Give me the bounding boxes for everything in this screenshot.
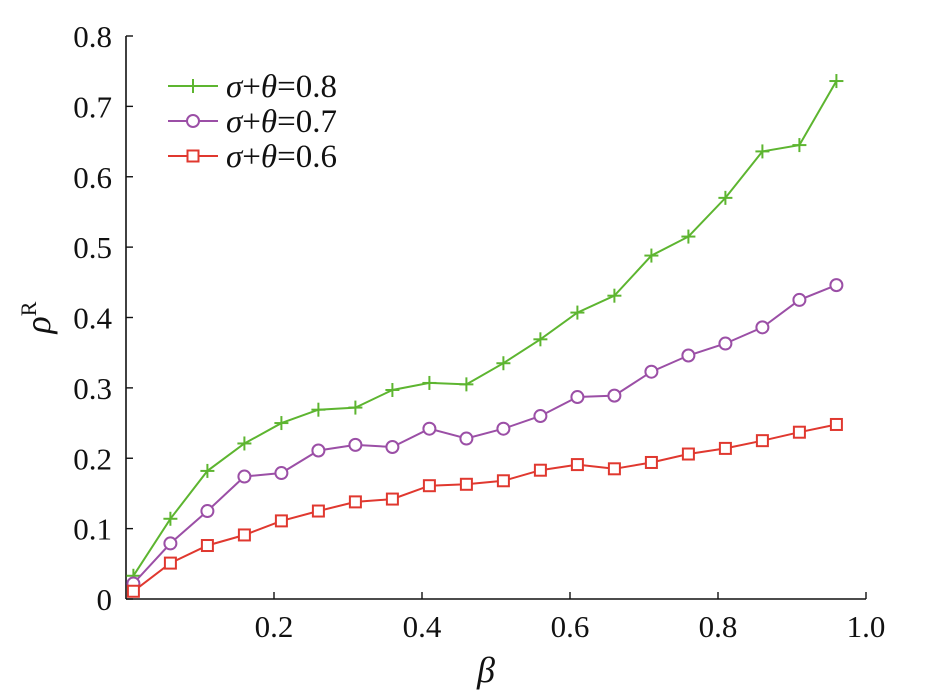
data-point-plus — [348, 400, 363, 415]
data-point-plus — [274, 416, 289, 431]
series-3 — [126, 417, 843, 598]
data-point-circle — [570, 390, 585, 405]
x-tick-label: 0.8 — [699, 609, 738, 644]
series-2 — [126, 278, 844, 591]
data-point-circle — [718, 336, 733, 351]
series-layer — [126, 74, 844, 598]
data-point-square — [311, 504, 325, 518]
x-tick-label: 0.4 — [403, 609, 442, 644]
y-tick-label: 0.3 — [73, 371, 112, 406]
data-point-plus — [385, 382, 400, 397]
axes: 0 0.1 0.2 0.3 0.4 0.5 0.6 0.7 0.8 0.2 0.4 0.6 0.8 1.0 — [73, 19, 885, 644]
data-point-plus — [644, 248, 659, 263]
legend: σ+θ=0.8σ+θ=0.7σ+θ=0.6 — [168, 69, 337, 175]
legend-label: σ+θ=0.7 — [226, 104, 337, 140]
data-point-square — [829, 417, 843, 431]
data-point-plus — [186, 79, 200, 93]
data-point-circle — [163, 536, 178, 551]
data-point-circle — [681, 348, 696, 363]
y-axis-title: ρR — [16, 301, 58, 334]
x-tick-label: 0.2 — [255, 609, 294, 644]
series-line — [132, 80, 838, 577]
data-point-circle — [422, 421, 437, 436]
data-point-plus — [533, 332, 548, 347]
data-point-plus — [718, 190, 733, 205]
series-1 — [126, 74, 844, 583]
data-point-plus — [755, 144, 770, 159]
data-point-circle — [186, 114, 200, 128]
data-point-square — [607, 462, 621, 476]
data-point-square — [237, 528, 251, 542]
x-axis-title: β — [476, 650, 495, 690]
data-point-plus — [681, 229, 696, 244]
y-tick-label: 0.7 — [73, 89, 112, 124]
data-point-circle — [755, 320, 770, 335]
y-tick-label: 0 — [97, 582, 113, 617]
y-tick-label: 0.6 — [73, 160, 112, 195]
data-point-plus — [200, 463, 215, 478]
data-point-square — [496, 474, 510, 488]
data-point-circle — [607, 388, 622, 403]
data-point-square — [459, 477, 473, 491]
data-point-square — [385, 492, 399, 506]
data-point-plus — [459, 377, 474, 392]
data-point-square — [126, 584, 140, 598]
data-point-square — [422, 479, 436, 493]
legend-item: σ+θ=0.6 — [168, 139, 337, 175]
data-point-circle — [533, 409, 548, 424]
data-point-square — [274, 514, 288, 528]
y-axis-title-superscript: R — [16, 301, 41, 316]
y-tick-label: 0.1 — [73, 512, 112, 547]
y-tick-label: 0.8 — [73, 19, 112, 54]
data-point-square — [681, 447, 695, 461]
data-point-plus — [829, 74, 844, 89]
legend-item: σ+θ=0.8 — [168, 69, 337, 105]
y-tick-label: 0.4 — [73, 301, 112, 336]
data-point-square — [163, 556, 177, 570]
data-point-circle — [200, 504, 215, 519]
data-point-square — [186, 149, 200, 163]
data-point-plus — [607, 288, 622, 303]
data-point-circle — [311, 443, 326, 458]
y-tick-label: 0.5 — [73, 230, 112, 265]
data-point-square — [755, 434, 769, 448]
legend-item: σ+θ=0.7 — [168, 104, 337, 140]
data-point-square — [200, 539, 214, 553]
data-point-circle — [496, 421, 511, 436]
data-point-circle — [829, 278, 844, 293]
data-point-circle — [644, 364, 659, 379]
data-point-plus — [570, 305, 585, 320]
data-point-square — [348, 495, 362, 509]
y-tick-label: 0.2 — [73, 441, 112, 476]
data-point-circle — [459, 431, 474, 446]
y-axis-title-main: ρ — [18, 316, 58, 334]
data-point-circle — [237, 469, 252, 484]
data-point-plus — [237, 436, 252, 451]
data-point-square — [718, 441, 732, 455]
data-point-plus — [422, 375, 437, 390]
data-point-square — [792, 425, 806, 439]
x-tick-label: 1.0 — [847, 609, 886, 644]
data-point-square — [533, 463, 547, 477]
data-point-circle — [274, 466, 289, 481]
legend-label: σ+θ=0.8 — [226, 69, 337, 105]
data-point-square — [644, 455, 658, 469]
data-point-plus — [496, 356, 511, 371]
data-point-circle — [348, 437, 363, 452]
legend-label: σ+θ=0.6 — [226, 139, 337, 175]
data-point-plus — [163, 511, 178, 526]
data-point-square — [570, 458, 584, 472]
x-tick-label: 0.6 — [551, 609, 590, 644]
data-point-circle — [792, 292, 807, 307]
data-point-circle — [385, 439, 400, 454]
data-point-plus — [311, 402, 326, 417]
data-point-plus — [792, 138, 807, 153]
